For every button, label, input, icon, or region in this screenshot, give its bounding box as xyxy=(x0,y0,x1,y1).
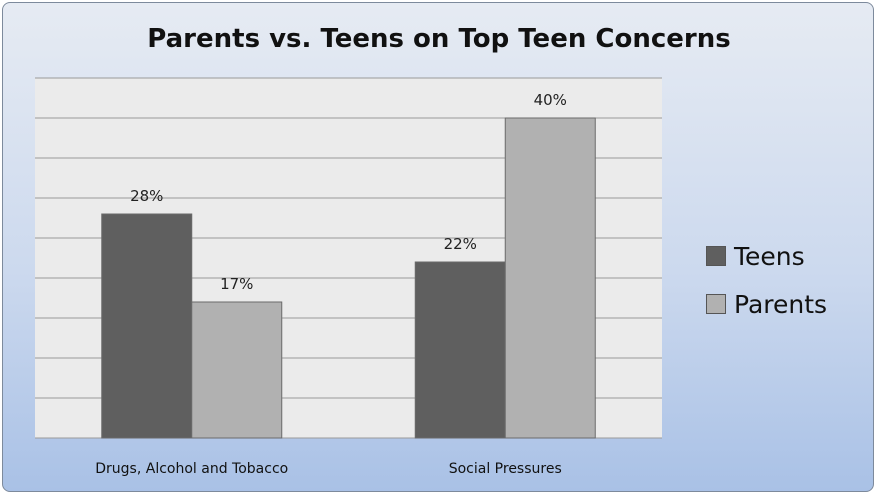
bar-parents-0 xyxy=(191,301,283,439)
data-label-parents-1: 40% xyxy=(534,91,567,109)
value-labels: 28% 17% 22% 40% xyxy=(130,91,567,293)
legend-item-parents: Parents xyxy=(706,284,876,324)
chart-title: Parents vs. Teens on Top Teen Concerns xyxy=(147,24,731,54)
bar-teens-0 xyxy=(101,213,193,439)
data-label-teens-0: 28% xyxy=(130,187,163,205)
legend-label-teens: Teens xyxy=(734,241,805,271)
category-label-0: Drugs, Alcohol and Tobacco xyxy=(95,461,288,477)
category-label-1: Social Pressures xyxy=(449,461,562,477)
category-labels: Drugs, Alcohol and Tobacco Social Pressur… xyxy=(95,461,562,477)
bar-parents-1 xyxy=(504,117,596,439)
data-label-teens-1: 22% xyxy=(444,235,477,253)
legend: Teens Parents xyxy=(706,236,876,332)
bar-teens-1 xyxy=(414,261,506,439)
legend-swatch-teens xyxy=(706,246,726,266)
legend-label-parents: Parents xyxy=(734,289,828,319)
legend-swatch-parents xyxy=(706,294,726,314)
bars xyxy=(101,117,596,439)
data-label-parents-0: 17% xyxy=(220,275,253,293)
legend-item-teens: Teens xyxy=(706,236,876,276)
